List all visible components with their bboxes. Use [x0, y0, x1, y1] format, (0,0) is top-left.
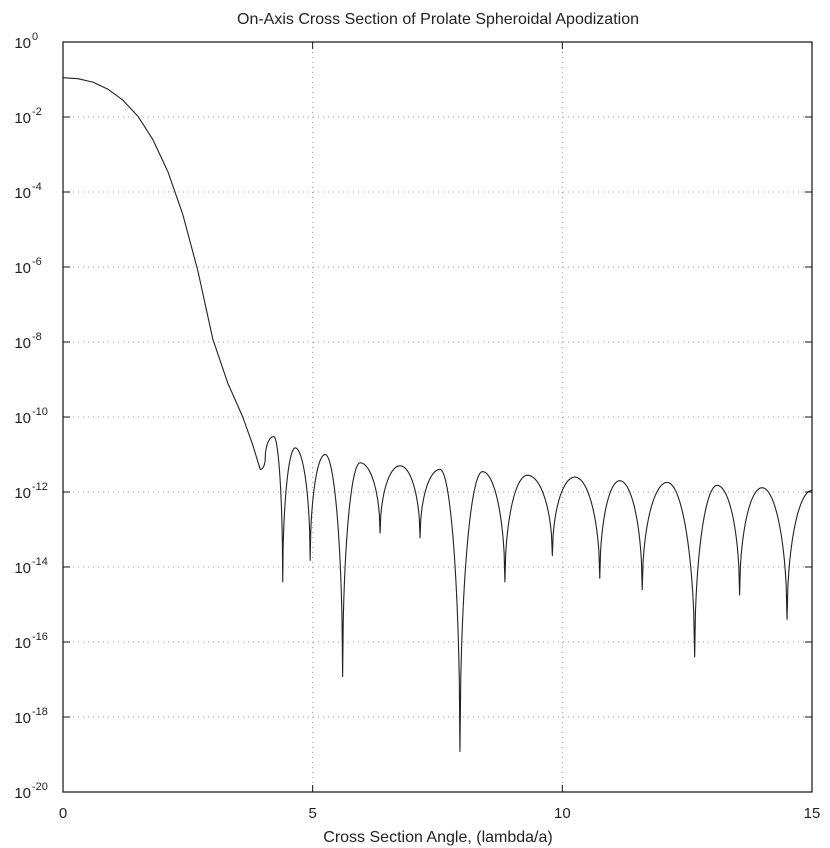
y-tick-base: 10 — [14, 260, 31, 277]
y-tick-label: 10 -4 — [14, 181, 41, 202]
x-axis-label: Cross Section Angle, (lambda/a) — [323, 829, 552, 846]
y-tick-exponent: -2 — [32, 106, 42, 118]
y-tick-base: 10 — [14, 785, 31, 802]
y-tick-label: 10 -2 — [14, 106, 41, 127]
y-tick-base: 10 — [14, 485, 31, 502]
y-tick-base: 10 — [14, 560, 31, 577]
y-tick-base: 10 — [14, 185, 31, 202]
x-axis-tick-labels: 0 5 10 15 — [59, 805, 821, 822]
y-tick-label: 10 -8 — [14, 331, 41, 352]
y-tick-label: 10 -12 — [14, 481, 48, 502]
x-tick-label: 10 — [554, 805, 571, 822]
chart-title: On-Axis Cross Section of Prolate Spheroi… — [237, 11, 639, 28]
y-tick-exponent: -16 — [32, 631, 48, 643]
y-tick-exponent: -4 — [32, 181, 42, 193]
tick-marks — [62, 41, 813, 793]
y-tick-label: 10 -20 — [14, 781, 48, 802]
y-tick-base: 10 — [14, 35, 31, 52]
y-tick-exponent: -6 — [32, 256, 42, 268]
y-tick-exponent: -8 — [32, 331, 42, 343]
y-tick-exponent: -18 — [32, 706, 48, 718]
y-tick-base: 10 — [14, 710, 31, 727]
y-tick-base: 10 — [14, 410, 31, 427]
y-tick-exponent: -10 — [32, 406, 48, 418]
y-tick-label: 10 0 — [14, 31, 38, 52]
y-tick-exponent: -20 — [32, 781, 48, 793]
x-tick-label: 15 — [804, 805, 821, 822]
y-tick-exponent: -14 — [32, 556, 48, 568]
y-tick-label: 10 -18 — [14, 706, 48, 727]
series-line — [62, 77, 813, 753]
grid-lines — [63, 42, 812, 792]
y-tick-base: 10 — [14, 635, 31, 652]
plot-frame — [62, 41, 813, 793]
y-tick-label: 10 -16 — [14, 631, 48, 652]
y-tick-label: 10 -10 — [14, 406, 48, 427]
y-tick-base: 10 — [14, 110, 31, 127]
y-tick-base: 10 — [14, 335, 31, 352]
y-tick-label: 10 -14 — [14, 556, 48, 577]
y-tick-exponent: -12 — [32, 481, 48, 493]
data-series — [62, 77, 813, 753]
x-tick-label: 5 — [308, 805, 316, 822]
y-tick-label: 10 -6 — [14, 256, 41, 277]
x-tick-label: 0 — [59, 805, 67, 822]
y-tick-exponent: 0 — [32, 31, 38, 43]
